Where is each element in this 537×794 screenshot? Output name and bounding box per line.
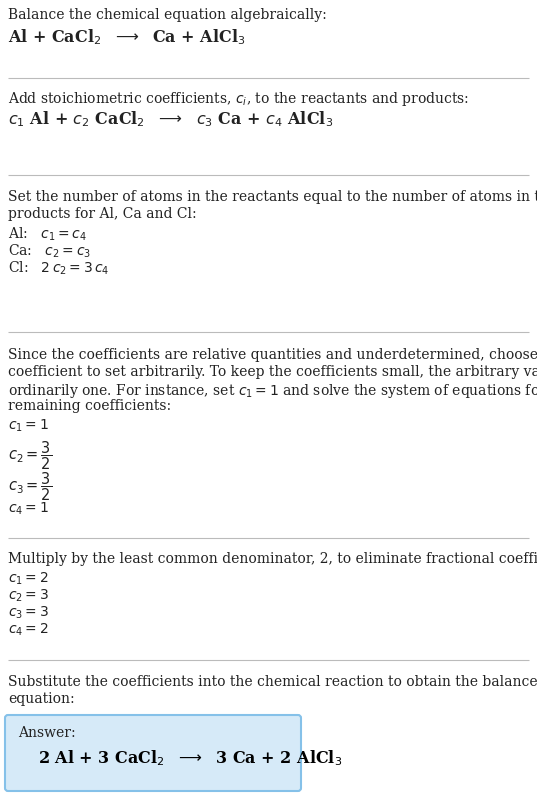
Text: Substitute the coefficients into the chemical reaction to obtain the balanced: Substitute the coefficients into the che… xyxy=(8,675,537,689)
Text: Set the number of atoms in the reactants equal to the number of atoms in the: Set the number of atoms in the reactants… xyxy=(8,190,537,204)
Text: Answer:: Answer: xyxy=(18,726,76,740)
Text: coefficient to set arbitrarily. To keep the coefficients small, the arbitrary va: coefficient to set arbitrarily. To keep … xyxy=(8,365,537,379)
Text: $c_2 = \dfrac{3}{2}$: $c_2 = \dfrac{3}{2}$ xyxy=(8,439,52,472)
Text: Multiply by the least common denominator, 2, to eliminate fractional coefficient: Multiply by the least common denominator… xyxy=(8,552,537,566)
Text: $c_2 = 3$: $c_2 = 3$ xyxy=(8,588,49,604)
Text: $c_4 = 1$: $c_4 = 1$ xyxy=(8,501,49,518)
Text: Add stoichiometric coefficients, $c_i$, to the reactants and products:: Add stoichiometric coefficients, $c_i$, … xyxy=(8,90,469,108)
Text: Balance the chemical equation algebraically:: Balance the chemical equation algebraica… xyxy=(8,8,326,22)
Text: $c_3 = \dfrac{3}{2}$: $c_3 = \dfrac{3}{2}$ xyxy=(8,470,52,503)
Text: $c_1$ Al + $c_2$ CaCl$_2$  $\longrightarrow$  $c_3$ Ca + $c_4$ AlCl$_3$: $c_1$ Al + $c_2$ CaCl$_2$ $\longrightarr… xyxy=(8,109,333,129)
Text: Since the coefficients are relative quantities and underdetermined, choose a: Since the coefficients are relative quan… xyxy=(8,348,537,362)
Text: Al:   $c_1 = c_4$: Al: $c_1 = c_4$ xyxy=(8,226,87,244)
Text: $c_3 = 3$: $c_3 = 3$ xyxy=(8,605,49,622)
Text: $c_1 = 2$: $c_1 = 2$ xyxy=(8,571,49,588)
Text: Cl:   $2\,c_2 = 3\,c_4$: Cl: $2\,c_2 = 3\,c_4$ xyxy=(8,260,110,277)
Text: ordinarily one. For instance, set $c_1 = 1$ and solve the system of equations fo: ordinarily one. For instance, set $c_1 =… xyxy=(8,382,537,400)
Text: $c_1 = 1$: $c_1 = 1$ xyxy=(8,418,49,434)
Text: 2 Al + 3 CaCl$_2$  $\longrightarrow$  3 Ca + 2 AlCl$_3$: 2 Al + 3 CaCl$_2$ $\longrightarrow$ 3 Ca… xyxy=(38,748,342,768)
Text: $c_4 = 2$: $c_4 = 2$ xyxy=(8,622,49,638)
Text: remaining coefficients:: remaining coefficients: xyxy=(8,399,171,413)
Text: equation:: equation: xyxy=(8,692,75,706)
FancyBboxPatch shape xyxy=(5,715,301,791)
Text: Ca:   $c_2 = c_3$: Ca: $c_2 = c_3$ xyxy=(8,243,91,260)
Text: products for Al, Ca and Cl:: products for Al, Ca and Cl: xyxy=(8,207,197,221)
Text: Al + CaCl$_2$  $\longrightarrow$  Ca + AlCl$_3$: Al + CaCl$_2$ $\longrightarrow$ Ca + AlC… xyxy=(8,27,245,47)
